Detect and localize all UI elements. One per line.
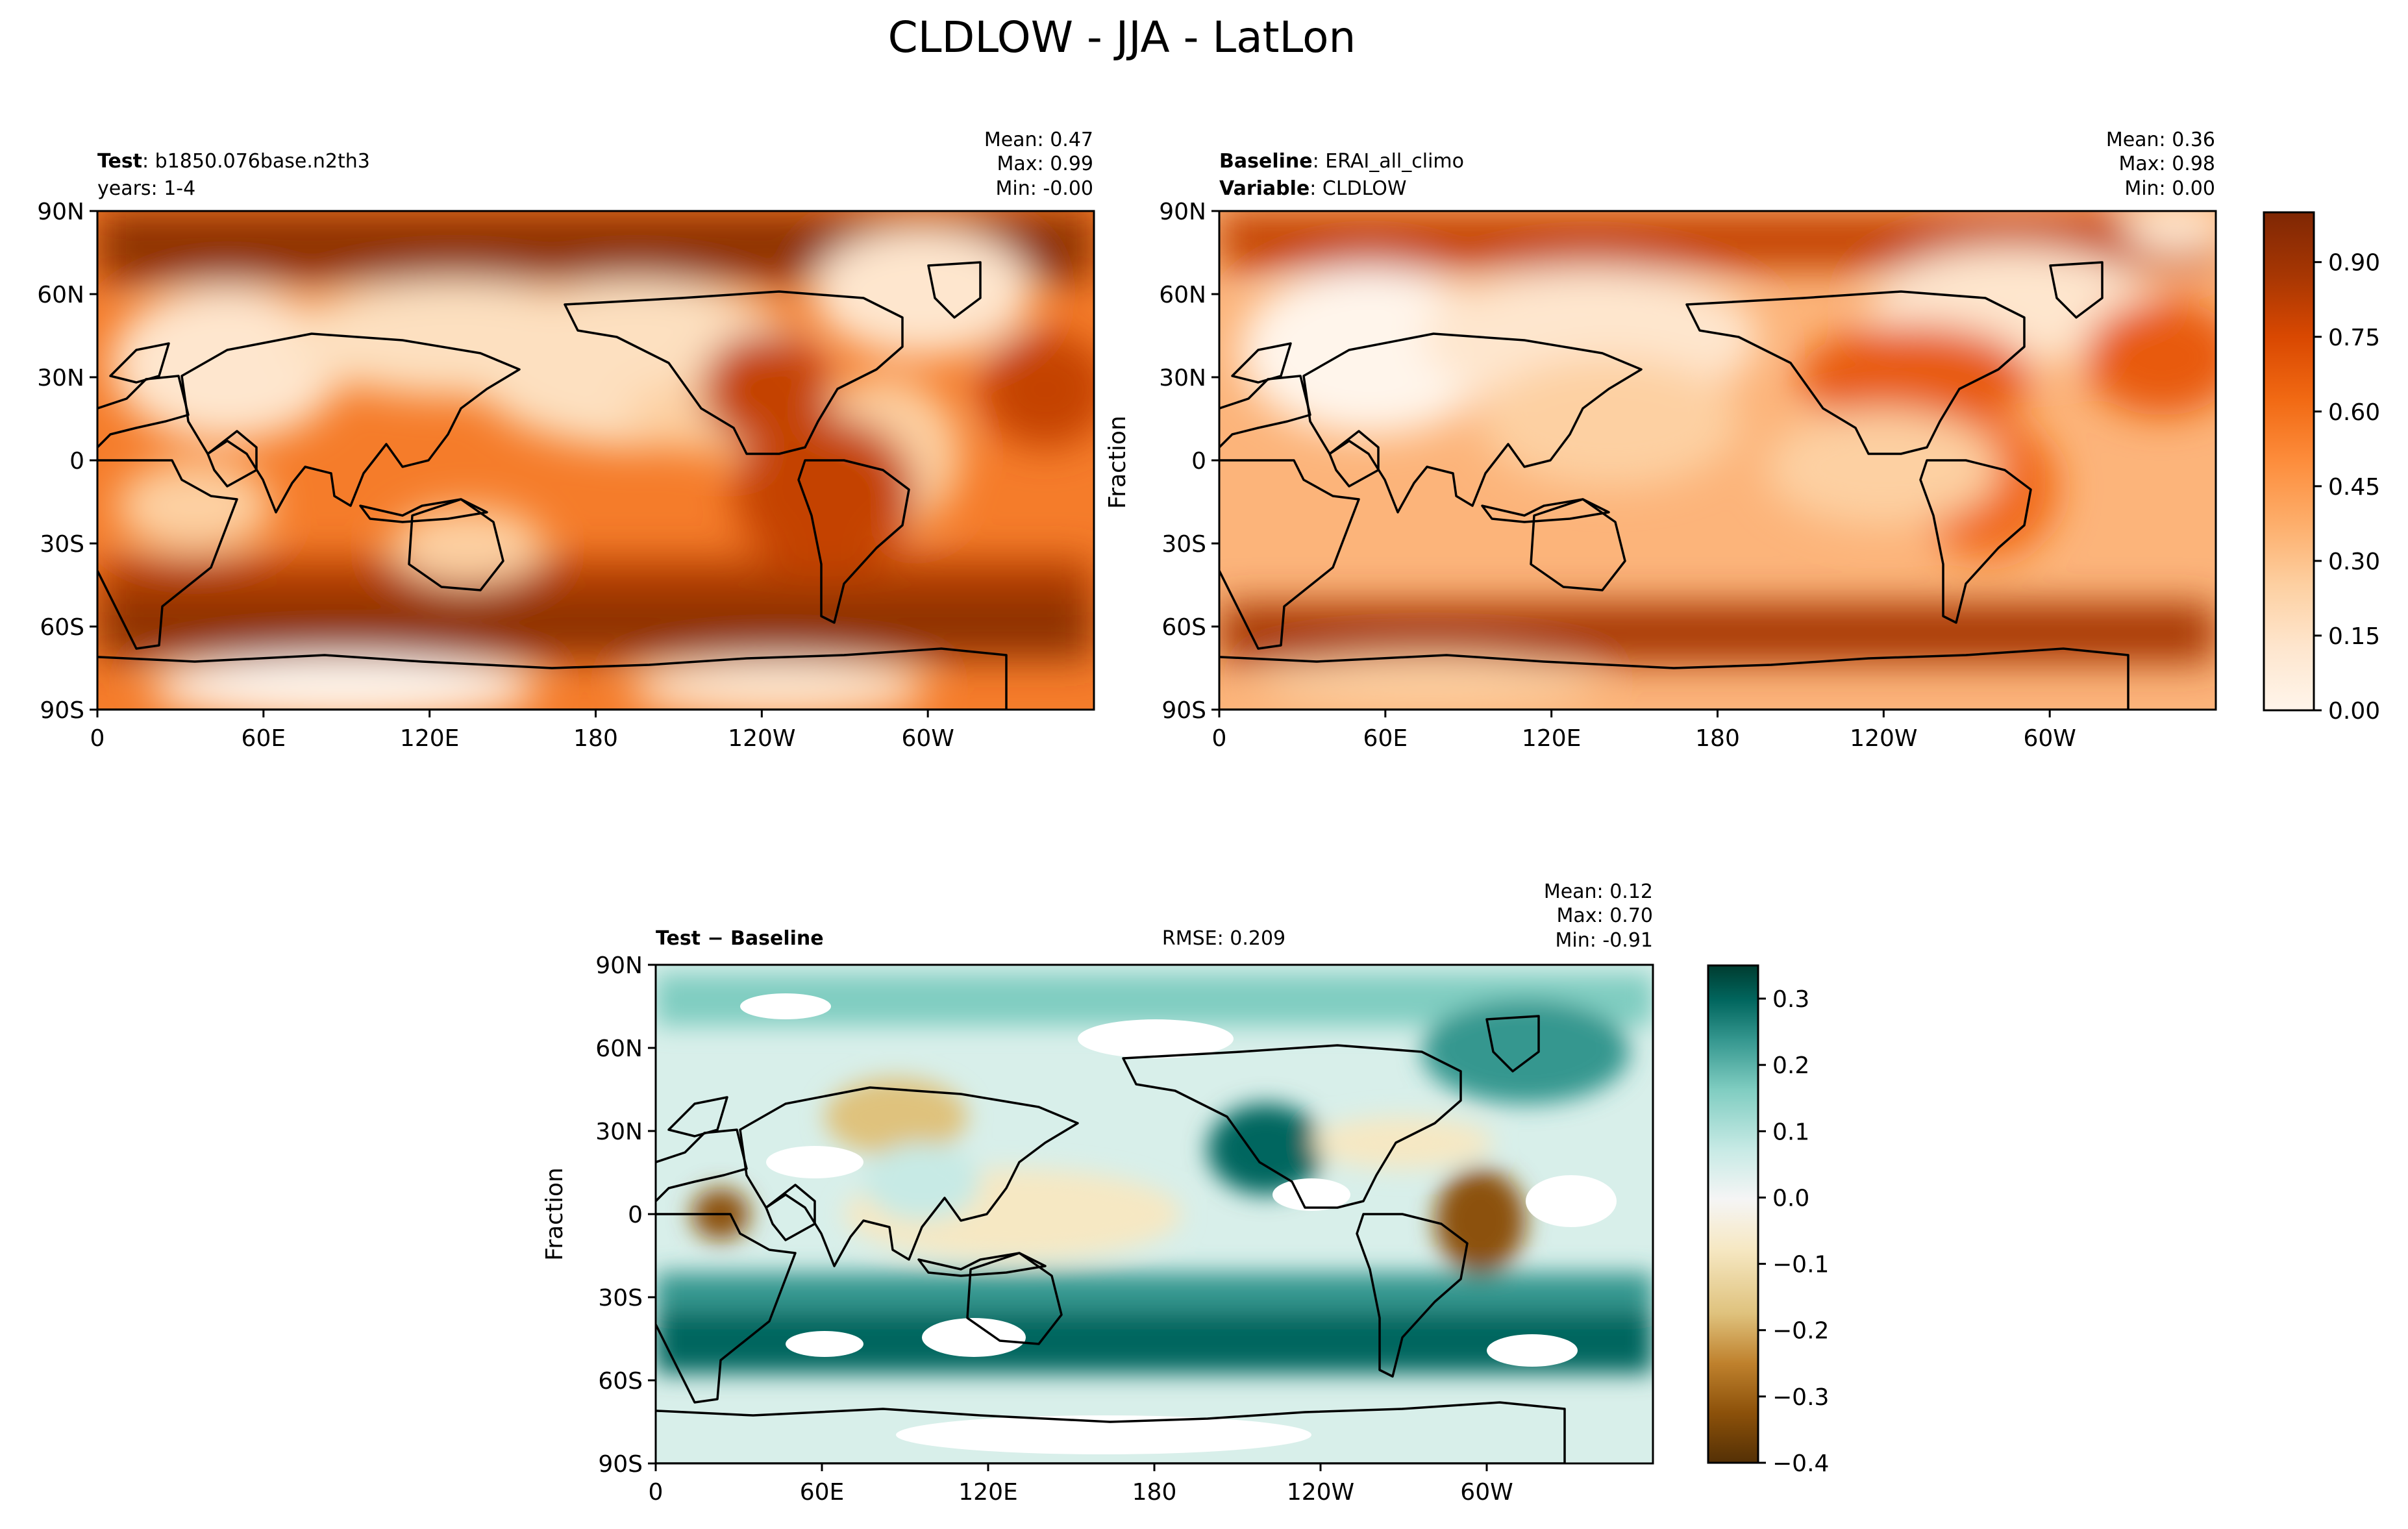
baseline-xtick-label: 180 (1695, 725, 1740, 752)
test-ytick-label: 60S (40, 614, 84, 641)
baseline-panel: Baseline: ERAI_all_climo Variable: CLDLO… (1104, 129, 2217, 711)
diff-panel: Test − Baseline RMSE: 0.209 Mean: 0.12 M… (541, 880, 1654, 1465)
top-colorbar-ramp (2263, 211, 2315, 712)
diff-ytick-label: 90N (595, 952, 643, 979)
diff-ylabel: Fraction (541, 1167, 568, 1261)
diff-colorbar-tick-label: 0.3 (1772, 986, 1809, 1013)
top-colorbar-tick-label: 0.00 (2328, 698, 2380, 725)
diff-ytick-label: 30N (595, 1119, 643, 1145)
test-stat-mean: Mean: 0.47 (984, 129, 1093, 151)
diff-stat-min: Min: -0.91 (1556, 929, 1654, 952)
diff-heatmap (656, 965, 1653, 1463)
diff-xtick-label: 120E (958, 1479, 1017, 1506)
top-colorbar-ticks: 0.00 0.15 0.30 0.45 0.60 0.75 0.90 (2314, 250, 2380, 725)
diff-rmse: RMSE: 0.209 (1162, 927, 1285, 950)
test-ytick-label: 90S (40, 697, 84, 724)
test-xtick-label: 120E (400, 725, 459, 752)
diff-colorbar-tick-label: 0.1 (1772, 1119, 1809, 1145)
top-colorbar-tick-label: 0.75 (2328, 325, 2380, 351)
test-stat-max: Max: 0.99 (997, 153, 1093, 175)
diff-colorbar-ramp (1707, 964, 1759, 1464)
baseline-ytick-label: 90N (1159, 199, 1206, 225)
baseline-xtick-label: 60E (1363, 725, 1408, 752)
top-colorbar-tick-label: 0.45 (2328, 474, 2380, 501)
diff-stat-max: Max: 0.70 (1557, 904, 1653, 927)
diff-xtick-label: 60W (1460, 1479, 1513, 1506)
top-colorbar-tick-label: 0.15 (2328, 623, 2380, 650)
test-xtick-label: 0 (90, 725, 105, 752)
test-ytick-label: 90N (37, 199, 84, 225)
diff-colorbar-tick-label: −0.1 (1772, 1252, 1829, 1278)
test-xtick-label: 180 (573, 725, 618, 752)
test-subtitle: years: 1-4 (97, 177, 195, 200)
diff-xtick-label: 60E (800, 1479, 845, 1506)
baseline-stat-min: Min: 0.00 (2124, 177, 2215, 200)
baseline-stat-max: Max: 0.98 (2119, 153, 2215, 175)
baseline-ytick-label: 60S (1161, 614, 1206, 641)
baseline-ytick-label: 60N (1159, 282, 1206, 308)
test-stat-min: Min: -0.00 (996, 177, 1094, 200)
baseline-stat-mean: Mean: 0.36 (2106, 129, 2215, 151)
baseline-ytick-label: 0 (1191, 448, 1206, 475)
diff-colorbar-ticks: −0.4 −0.3 −0.2 −0.1 0.0 0.1 0.2 0.3 (1758, 986, 1829, 1477)
diff-xtick-label: 180 (1132, 1479, 1177, 1506)
test-heatmap (97, 211, 1094, 710)
test-title: Test: b1850.076base.n2th3 (97, 150, 370, 173)
baseline-xtick-label: 120W (1850, 725, 1917, 752)
diff-stat-mean: Mean: 0.12 (1544, 880, 1653, 903)
top-colorbar-tick-label: 0.60 (2328, 399, 2380, 426)
diff-colorbar-tick-label: −0.3 (1772, 1384, 1829, 1411)
test-panel: Test: b1850.076base.n2th3 years: 1-4 Mea… (96, 129, 1095, 711)
diff-ytick-label: 30S (598, 1285, 643, 1311)
test-ytick-label: 60N (37, 282, 84, 308)
baseline-xtick-label: 120E (1522, 725, 1581, 752)
baseline-ytick-label: 30N (1159, 365, 1206, 392)
top-colorbar-tick-label: 0.30 (2328, 549, 2380, 575)
diff-xtick-label: 0 (649, 1479, 664, 1506)
test-xtick-label: 120W (728, 725, 795, 752)
diff-xtick-label: 120W (1287, 1479, 1354, 1506)
test-ytick-label: 30S (40, 531, 84, 558)
diff-ytick-label: 60S (598, 1368, 643, 1395)
baseline-variable: Variable: CLDLOW (1219, 177, 1407, 200)
diff-colorbar-tick-label: −0.4 (1772, 1450, 1829, 1477)
figure-title: CLDLOW - JJA - LatLon (888, 12, 1356, 62)
baseline-ytick-label: 30S (1161, 531, 1206, 558)
baseline-ytick-label: 90S (1161, 697, 1206, 724)
diff-title: Test − Baseline (656, 927, 824, 950)
top-colorbar-tick-label: 0.90 (2328, 250, 2380, 277)
top-colorbar: 0.00 0.15 0.30 0.45 0.60 0.75 0.90 (2263, 211, 2380, 725)
baseline-ylabel: Fraction (1104, 416, 1131, 509)
baseline-heatmap (1219, 211, 2216, 710)
test-xtick-label: 60W (901, 725, 954, 752)
diff-ytick-label: 90S (598, 1451, 643, 1478)
diff-ytick-label: 0 (628, 1202, 643, 1228)
baseline-xtick-label: 60W (2023, 725, 2076, 752)
diff-colorbar: −0.4 −0.3 −0.2 −0.1 0.0 0.1 0.2 0.3 (1707, 964, 1829, 1477)
baseline-xtick-label: 0 (1212, 725, 1227, 752)
test-ytick-label: 0 (69, 448, 84, 475)
diff-colorbar-tick-label: 0.2 (1772, 1052, 1809, 1079)
test-ytick-label: 30N (37, 365, 84, 392)
baseline-title: Baseline: ERAI_all_climo (1219, 150, 1464, 173)
diff-colorbar-tick-label: −0.2 (1772, 1318, 1829, 1345)
test-xtick-label: 60E (242, 725, 286, 752)
diff-colorbar-tick-label: 0.0 (1772, 1185, 1809, 1212)
diff-ytick-label: 60N (595, 1036, 643, 1062)
